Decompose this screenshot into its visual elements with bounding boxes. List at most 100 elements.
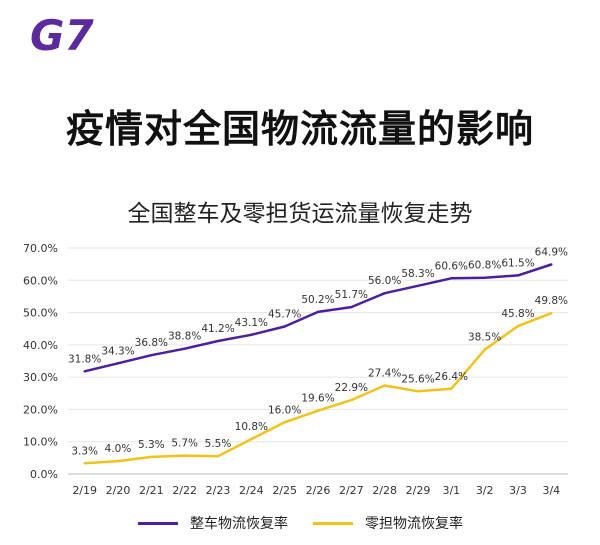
data-label-series-2: 5.3% (138, 439, 165, 451)
x-tick-label: 3/1 (442, 484, 460, 497)
data-label-series-2: 22.9% (335, 382, 368, 394)
data-point-series-2 (250, 437, 253, 441)
data-point-series-1 (383, 292, 386, 295)
x-axis-ticks: 2/19 2/20 2/21 2/22 2/23 2/24 2/25 2/26 2/27 2/28… (72, 484, 560, 497)
data-point-series-1 (283, 325, 286, 328)
data-label-series-2: 26.4% (435, 371, 468, 383)
data-point-series-1 (516, 274, 520, 277)
data-point-series-2 (483, 348, 486, 351)
data-label-series-1: 38.8% (168, 331, 201, 343)
data-label-series-1: 60.8% (468, 260, 501, 272)
data-label-series-2: 25.6% (401, 373, 434, 385)
data-point-series-1 (116, 362, 120, 365)
data-label-series-1: 56.0% (368, 275, 401, 287)
data-point-series-1 (450, 277, 453, 280)
chart-title: 全国整车及零担货运流量恢复走势 (127, 201, 473, 227)
data-labels: 31.8%34.3%36.8%38.8%41.2%43.1%45.7%50.2%… (68, 246, 568, 457)
page-title: 疫情对全国物流流量的影响 (65, 107, 534, 151)
data-point-series-2 (83, 462, 86, 465)
data-point-series-2 (216, 455, 220, 458)
g7-logo: G7 (30, 11, 94, 58)
data-point-series-1 (250, 333, 253, 337)
data-label-series-1: 45.7% (268, 308, 301, 320)
data-point-series-2 (550, 312, 553, 315)
data-point-series-1 (483, 276, 486, 279)
data-point-series-2 (350, 398, 353, 402)
data-point-series-2 (116, 459, 120, 463)
data-point-series-2 (183, 454, 186, 457)
legend-swatch-series-2 (313, 521, 353, 525)
y-tick-label: 60.0% (23, 274, 58, 287)
data-label-series-1: 51.7% (335, 289, 368, 301)
data-point-series-2 (283, 421, 286, 424)
legend-label-series-2: 零担物流恢复率 (365, 516, 463, 532)
data-point-series-1 (183, 347, 186, 350)
legend-swatch-series-1 (138, 521, 178, 525)
data-label-series-1: 36.8% (135, 337, 168, 349)
data-point-series-1 (316, 310, 320, 314)
data-label-series-1: 64.9% (535, 246, 568, 258)
x-tick-label: 2/24 (239, 484, 264, 497)
chart-legend: 整车物流恢复率 零担物流恢复率 (0, 513, 600, 535)
data-point-series-1 (350, 305, 353, 309)
series-lines (83, 263, 553, 465)
data-label-series-1: 60.6% (435, 260, 468, 272)
x-tick-label: 2/23 (206, 484, 231, 497)
data-label-series-2: 10.8% (235, 421, 268, 433)
data-label-series-1: 61.5% (501, 257, 534, 269)
data-label-series-2: 45.8% (501, 308, 534, 320)
data-point-series-1 (216, 339, 220, 343)
y-tick-label: 10.0% (23, 436, 58, 449)
logo-text: G7 (30, 11, 94, 58)
legend-item-series-1: 整车物流恢复率 (138, 513, 288, 533)
data-label-series-1: 41.2% (201, 323, 234, 335)
x-tick-label: 2/25 (272, 484, 297, 497)
x-tick-label: 2/28 (372, 484, 397, 497)
y-tick-label: 50.0% (23, 307, 58, 320)
data-point-series-1 (550, 263, 553, 266)
data-label-series-2: 16.0% (268, 404, 301, 416)
data-point-series-2 (150, 455, 153, 459)
data-label-series-1: 50.2% (301, 294, 334, 306)
data-point-series-2 (316, 409, 320, 412)
data-label-series-1: 58.3% (401, 268, 434, 280)
data-label-series-2: 19.6% (301, 393, 334, 405)
y-tick-label: 20.0% (23, 403, 58, 416)
x-tick-label: 2/26 (306, 484, 331, 497)
data-label-series-2: 4.0% (105, 443, 132, 455)
data-point-series-2 (450, 387, 453, 390)
x-tick-label: 2/19 (72, 484, 97, 497)
y-tick-label: 0.0% (30, 468, 58, 481)
data-label-series-2: 27.4% (368, 368, 401, 380)
data-label-series-2: 38.5% (468, 332, 501, 344)
legend-item-series-2: 零担物流恢复率 (313, 513, 463, 533)
legend-label-series-1: 整车物流恢复率 (190, 516, 288, 532)
x-tick-label: 3/2 (476, 484, 494, 497)
watermark: 搜狐号@运去哪 (491, 526, 576, 540)
data-label-series-2: 49.8% (535, 295, 568, 307)
data-label-series-2: 5.7% (171, 438, 198, 450)
data-point-series-1 (83, 370, 86, 373)
data-point-series-1 (416, 284, 420, 287)
x-tick-label: 2/29 (406, 484, 431, 497)
y-tick-label: 40.0% (23, 339, 58, 352)
data-label-series-1: 34.3% (101, 345, 134, 357)
y-tick-label: 30.0% (23, 371, 58, 384)
x-tick-label: 2/21 (139, 484, 164, 497)
data-label-series-1: 31.8% (68, 353, 101, 365)
x-tick-label: 2/22 (172, 484, 197, 497)
x-tick-label: 2/27 (339, 484, 364, 497)
data-label-series-2: 5.5% (205, 438, 232, 450)
data-point-series-1 (150, 353, 153, 357)
y-axis-ticks: 0.0% 10.0% 20.0% 30.0% 40.0% 50.0% 60.0% 70.0% (23, 242, 58, 481)
data-point-series-2 (516, 324, 520, 328)
x-tick-label: 3/3 (509, 484, 527, 497)
y-tick-label: 70.0% (23, 242, 58, 255)
data-label-series-1: 43.1% (235, 317, 268, 329)
data-point-series-2 (416, 390, 420, 393)
x-tick-label: 3/4 (542, 484, 560, 497)
data-label-series-2: 3.3% (71, 445, 98, 457)
chart-grid (68, 247, 568, 475)
x-tick-label: 2/20 (106, 484, 131, 497)
